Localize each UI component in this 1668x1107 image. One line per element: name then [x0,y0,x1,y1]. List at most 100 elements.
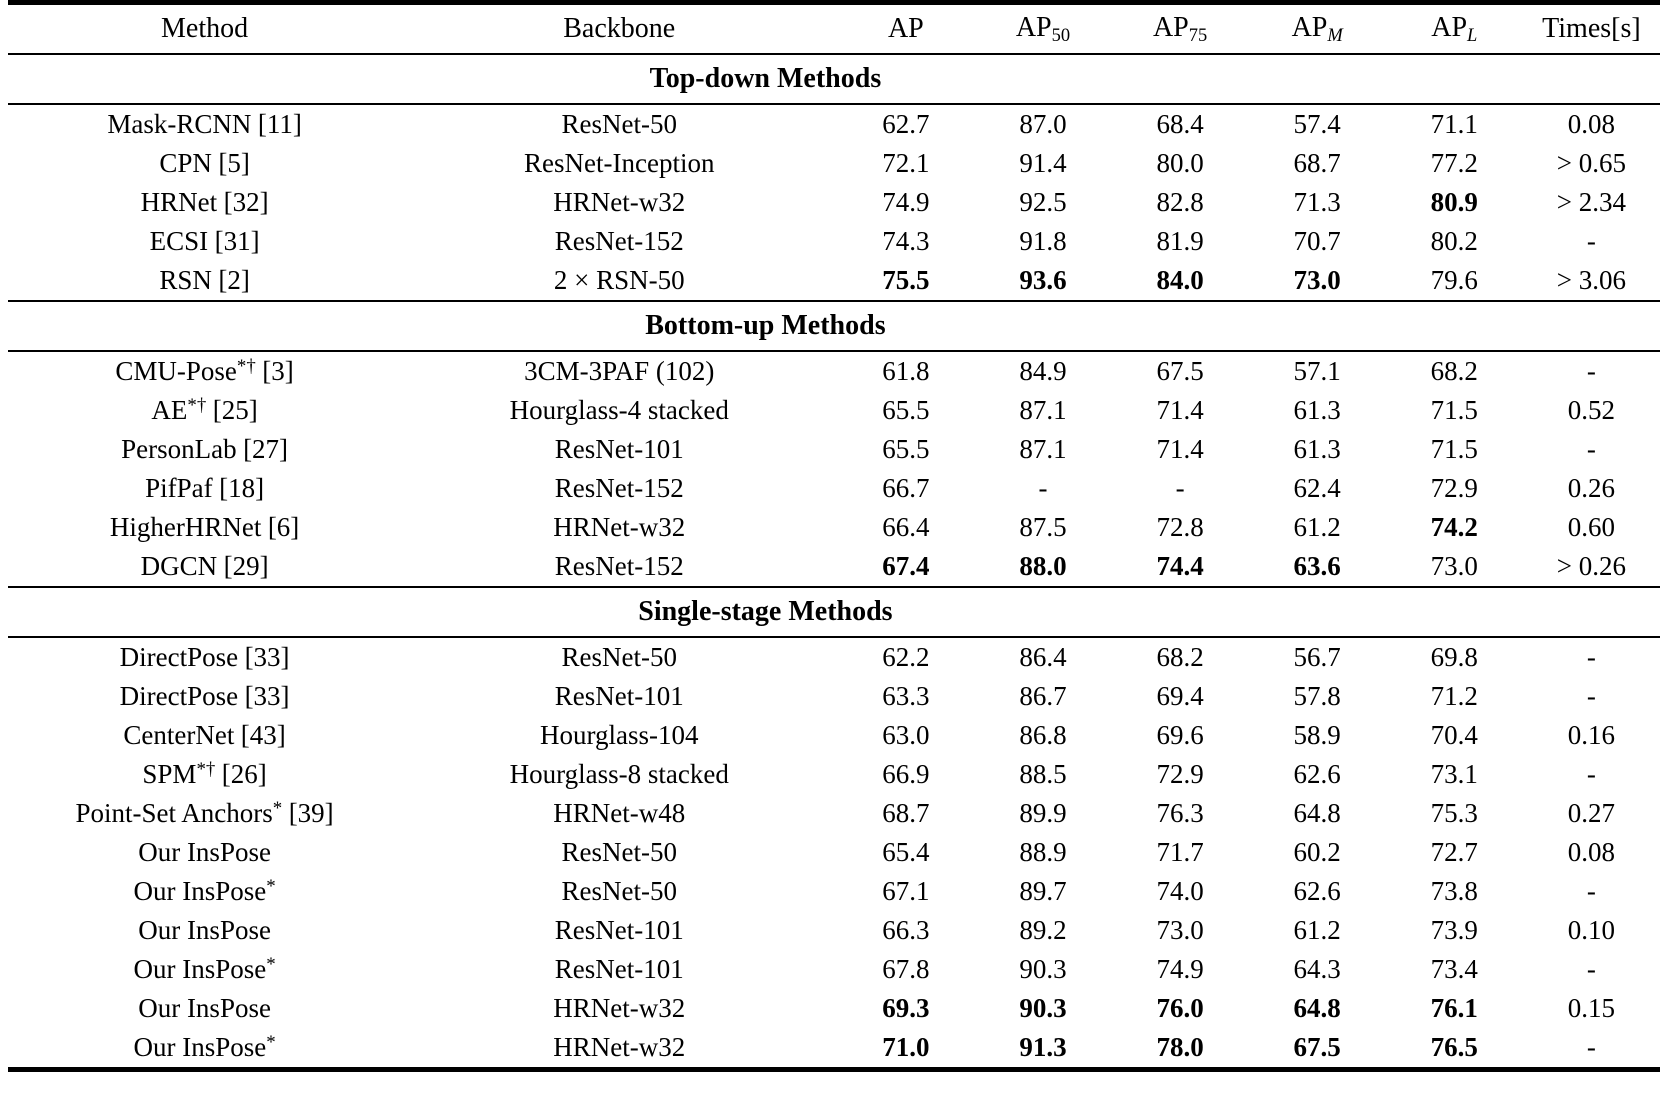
method-cell: ECSI [31] [8,222,401,261]
value-cell: 0.60 [1567,512,1616,542]
col-label: AP [1015,11,1052,43]
value-cell: 86.7 [1019,681,1067,711]
value-cell: 73.0 [1156,915,1204,945]
value-cell: > 2.34 [1556,187,1627,217]
col-subscript: L [1467,25,1478,46]
method-citation: [39] [288,798,334,828]
table-row: ECSI [31] ResNet-152 74.3 91.8 81.9 70.7 80.2 - [8,222,1660,261]
table-row: Our InsPose* HRNet-w32 71.0 91.3 78.0 67.5 76.… [8,1028,1660,1070]
method-marker: * [266,1032,276,1054]
method-name: CPN [159,148,212,178]
col-header-ap: AP [837,2,975,55]
method-name: Our InsPose [138,915,271,945]
value-cell: 73.0 [1430,551,1478,581]
col-subscript: 50 [1051,25,1071,46]
value-cell: 80.2 [1430,226,1478,256]
table-row: Mask-RCNN [11] ResNet-50 62.7 87.0 68.4 57.4 71… [8,104,1660,144]
backbone-cell: Hourglass-8 stacked [509,759,729,789]
value-cell: 89.9 [1019,798,1067,828]
method-marker: * [272,798,283,820]
value-cell: 68.7 [882,798,930,828]
col-label: Backbone [563,13,676,44]
value-cell: 57.8 [1293,681,1341,711]
value-cell: - [1586,876,1596,906]
method-cell: Our InsPose [8,911,401,950]
backbone-cell: ResNet-50 [561,109,677,139]
value-cell: 66.7 [882,473,930,503]
value-cell: 71.2 [1430,681,1478,711]
method-citation: [43] [240,720,286,750]
value-cell: 68.2 [1430,356,1478,386]
table-row: PersonLab [27] ResNet-101 65.5 87.1 71.4 61.3 7… [8,430,1660,469]
table-row: Our InsPose ResNet-101 66.3 89.2 73.0 61.2 73.… [8,911,1660,950]
table-row: HRNet [32] HRNet-w32 74.9 92.5 82.8 71.3 80.9 > … [8,183,1660,222]
value-cell: 61.2 [1293,915,1341,945]
value-cell: 71.4 [1156,434,1204,464]
method-name: RSN [159,265,212,295]
value-cell: 88.0 [1019,551,1067,581]
backbone-cell: 3CM-3PAF (102) [524,356,715,386]
table-row: CenterNet [43] Hourglass-104 63.0 86.8 69.6 58… [8,716,1660,755]
value-cell: 89.7 [1019,876,1067,906]
method-name: PersonLab [121,434,237,464]
value-cell: 76.3 [1156,798,1204,828]
value-cell: 71.1 [1430,109,1478,139]
col-header-backbone: Backbone [401,2,838,55]
col-label: Times[s] [1542,13,1641,44]
value-cell: 74.9 [882,187,930,217]
value-cell: 93.6 [1019,265,1067,295]
col-header-apm: APM [1248,2,1386,55]
backbone-cell: ResNet-101 [554,954,684,984]
backbone-cell: Hourglass-4 stacked [509,395,729,425]
value-cell: - [1586,681,1596,711]
method-citation: [29] [223,551,269,581]
method-marker: * [266,876,276,898]
value-cell: 67.8 [882,954,930,984]
value-cell: 91.8 [1019,226,1067,256]
backbone-cell: HRNet-w32 [553,993,686,1023]
method-citation: [11] [257,109,302,139]
value-cell: 63.0 [882,720,930,750]
method-citation: [33] [244,681,290,711]
value-cell: 91.3 [1019,1032,1067,1062]
table-row: Point-Set Anchors* [39] HRNet-w48 68.7 89.9 7… [8,794,1660,833]
value-cell: 71.5 [1430,434,1478,464]
value-cell: 71.3 [1293,187,1341,217]
value-cell: 72.8 [1156,512,1204,542]
method-cell: DirectPose [33] [8,677,401,716]
value-cell: - [1586,434,1596,464]
value-cell: 70.7 [1293,226,1341,256]
method-marker: *† [187,395,207,417]
method-name: Point-Set Anchors [75,798,273,828]
value-cell: 73.1 [1430,759,1478,789]
method-name: AE [151,395,188,425]
value-cell: 71.4 [1156,395,1204,425]
value-cell: - [1175,473,1185,503]
method-cell: DirectPose [33] [8,637,401,677]
value-cell: 86.4 [1019,642,1067,672]
value-cell: 62.6 [1293,876,1341,906]
backbone-cell: HRNet-w32 [553,512,686,542]
section-title: Top-down Methods [8,53,1523,105]
method-cell: PifPaf [18] [8,469,401,508]
table-row: PifPaf [18] ResNet-152 66.7 - - 62.4 72.9 0.26 [8,469,1660,508]
value-cell: 66.4 [882,512,930,542]
method-cell: AE*† [25] [8,391,401,430]
method-name: Mask-RCNN [107,109,252,139]
method-cell: HRNet [32] [8,183,401,222]
value-cell: - [1586,759,1596,789]
method-cell: Our InsPose* [8,1028,401,1070]
method-name: PifPaf [145,473,213,503]
value-cell: 67.5 [1293,1032,1341,1062]
value-cell: 78.0 [1156,1032,1204,1062]
backbone-cell: ResNet-101 [554,915,684,945]
table-row: CPN [5] ResNet-Inception 72.1 91.4 80.0 68.7 77… [8,144,1660,183]
value-cell: 69.4 [1156,681,1204,711]
value-cell: 87.5 [1019,512,1067,542]
table-row: DGCN [29] ResNet-152 67.4 88.0 74.4 63.6 73.0 > … [8,547,1660,587]
method-name: DirectPose [119,681,239,711]
value-cell: 72.9 [1156,759,1204,789]
value-cell: 64.8 [1293,993,1341,1023]
value-cell: 84.0 [1156,265,1204,295]
value-cell: 75.5 [882,265,930,295]
